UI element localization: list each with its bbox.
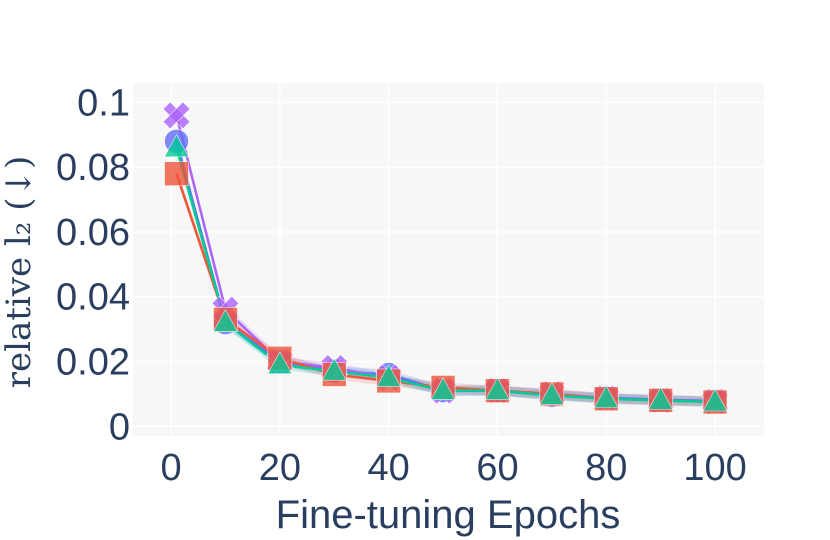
x-tick-label: 100	[683, 447, 746, 489]
triangle-marker	[702, 388, 728, 412]
y-tick-labels: 0 0.02 0.04 0.06 0.08 0.1	[56, 82, 130, 448]
triangle-marker	[376, 364, 402, 388]
triangle-marker	[593, 385, 619, 409]
triangle-marker	[164, 134, 190, 158]
y-tick-label: 0.02	[56, 342, 130, 384]
x-tick-label: 0	[161, 447, 182, 489]
triangle-marker	[539, 381, 565, 405]
series-markers	[162, 101, 729, 416]
y-axis-title: relative l₂ (↓)	[0, 156, 39, 389]
x-marker	[162, 101, 191, 130]
y-tick-label: 0.04	[56, 277, 130, 319]
triangle-marker	[267, 351, 293, 375]
grid	[133, 83, 764, 436]
y-tick-label: 0	[109, 406, 130, 448]
x-tick-label: 60	[476, 447, 518, 489]
y-tick-label: 0.08	[56, 147, 130, 189]
x-marker-bar	[162, 101, 191, 130]
x-tick-label: 80	[585, 447, 627, 489]
y-tick-label: 0.1	[77, 82, 130, 124]
y-tick-label: 0.06	[56, 212, 130, 254]
square-marker	[164, 161, 189, 186]
x-axis-title: Fine-tuning Epochs	[276, 493, 621, 537]
triangle-marker	[321, 357, 347, 381]
triangle-marker	[212, 309, 238, 332]
x-tick-labels: 0 20 40 60 80 100	[161, 447, 747, 489]
triangle-marker	[648, 386, 674, 410]
triangle-marker	[430, 377, 456, 400]
x-tick-label: 40	[368, 447, 410, 489]
x-tick-label: 20	[259, 447, 301, 489]
triangle-marker	[484, 377, 510, 400]
